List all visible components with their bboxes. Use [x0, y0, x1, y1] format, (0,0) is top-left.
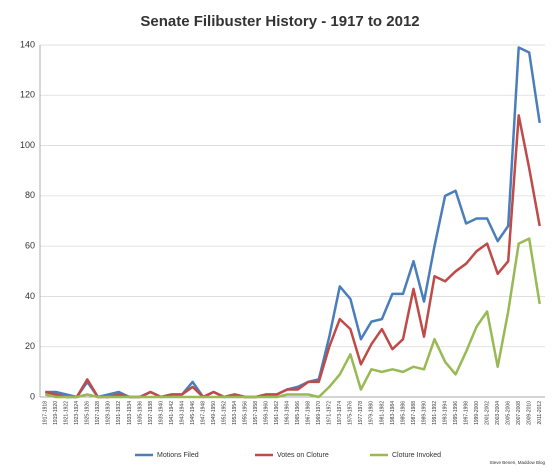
x-tick-label: 1927-1928: [95, 401, 101, 425]
x-tick-label: 1953-1954: [232, 401, 238, 425]
x-tick-label: 1921-1922: [64, 401, 70, 425]
x-tick-label: 1979-1980: [369, 401, 375, 425]
y-tick-label: 100: [20, 140, 35, 150]
x-tick-label: 1955-1956: [242, 401, 248, 425]
x-tick-label: 1947-1948: [200, 401, 206, 425]
x-tick-label: 1983-1984: [390, 401, 396, 425]
x-tick-label: 1971-1972: [327, 401, 333, 425]
x-tick-label: 1981-1982: [379, 401, 385, 425]
x-tick-label: 1963-1964: [285, 401, 291, 425]
legend-label: Motions Filed: [157, 452, 199, 459]
x-tick-label: 2003-2004: [495, 401, 501, 425]
x-tick-label: 1977-1978: [358, 401, 364, 425]
x-tick-label: 1935-1936: [137, 401, 143, 425]
x-tick-label: 1993-1994: [442, 401, 448, 425]
x-tick-label: 1919-1920: [53, 401, 59, 425]
x-tick-label: 2001-2002: [484, 401, 490, 425]
x-tick-label: 1925-1926: [85, 401, 91, 425]
x-tick-label: 1991-1992: [432, 401, 438, 425]
x-tick-label: 1923-1924: [74, 401, 80, 425]
y-tick-label: 60: [25, 241, 35, 251]
x-tick-label: 1959-1960: [264, 401, 270, 425]
x-tick-label: 2007-2008: [516, 401, 522, 425]
x-tick-label: 1999-2000: [474, 401, 480, 425]
x-tick-label: 1951-1952: [221, 401, 227, 425]
x-tick-label: 1945-1946: [190, 401, 196, 425]
y-tick-label: 20: [25, 341, 35, 351]
x-tick-label: 1917-1918: [43, 401, 49, 425]
x-tick-label: 1931-1932: [116, 401, 122, 425]
y-tick-label: 40: [25, 291, 35, 301]
x-tick-label: 2009-2010: [527, 401, 533, 425]
x-tick-label: 1957-1958: [253, 401, 259, 425]
y-tick-label: 120: [20, 90, 35, 100]
y-tick-label: 80: [25, 190, 35, 200]
chart-title: Senate Filibuster History - 1917 to 2012: [140, 13, 419, 30]
x-tick-label: 1989-1990: [421, 401, 427, 425]
y-tick-label: 0: [30, 391, 35, 401]
x-tick-label: 1941-1942: [169, 401, 175, 425]
x-tick-label: 1975-1976: [348, 401, 354, 425]
x-tick-label: 1937-1938: [148, 401, 154, 425]
x-tick-label: 2005-2006: [506, 401, 512, 425]
y-tick-label: 140: [20, 39, 35, 49]
legend-label: Votes on Cloture: [277, 452, 329, 459]
credit: Steve Benen, Maddow Blog: [489, 460, 545, 465]
x-tick-label: 1943-1944: [179, 401, 185, 425]
x-tick-label: 2011-2012: [537, 401, 543, 425]
x-tick-label: 1933-1934: [127, 401, 133, 425]
x-tick-label: 1965-1966: [295, 401, 301, 425]
x-tick-label: 1985-1986: [400, 401, 406, 425]
legend-label: Cloture Invoked: [392, 452, 441, 459]
x-tick-label: 1967-1968: [306, 401, 312, 425]
x-tick-label: 1987-1988: [411, 401, 417, 425]
x-tick-label: 1995-1996: [453, 401, 459, 425]
x-tick-label: 1929-1930: [106, 401, 112, 425]
x-tick-label: 1997-1998: [463, 401, 469, 425]
x-tick-label: 1939-1940: [158, 401, 164, 425]
x-tick-label: 1969-1970: [316, 401, 322, 425]
x-tick-label: 1961-1962: [274, 401, 280, 425]
series-line: [45, 237, 541, 399]
x-tick-label: 1973-1974: [337, 401, 343, 425]
x-tick-label: 1949-1950: [211, 401, 217, 425]
